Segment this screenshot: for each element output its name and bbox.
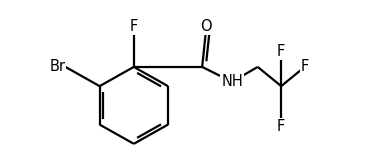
Text: F: F	[277, 119, 285, 134]
Text: NH: NH	[221, 74, 243, 89]
Text: F: F	[277, 45, 285, 59]
Text: O: O	[201, 19, 212, 34]
Text: Br: Br	[49, 59, 66, 74]
Text: F: F	[130, 19, 138, 34]
Text: F: F	[301, 59, 309, 74]
